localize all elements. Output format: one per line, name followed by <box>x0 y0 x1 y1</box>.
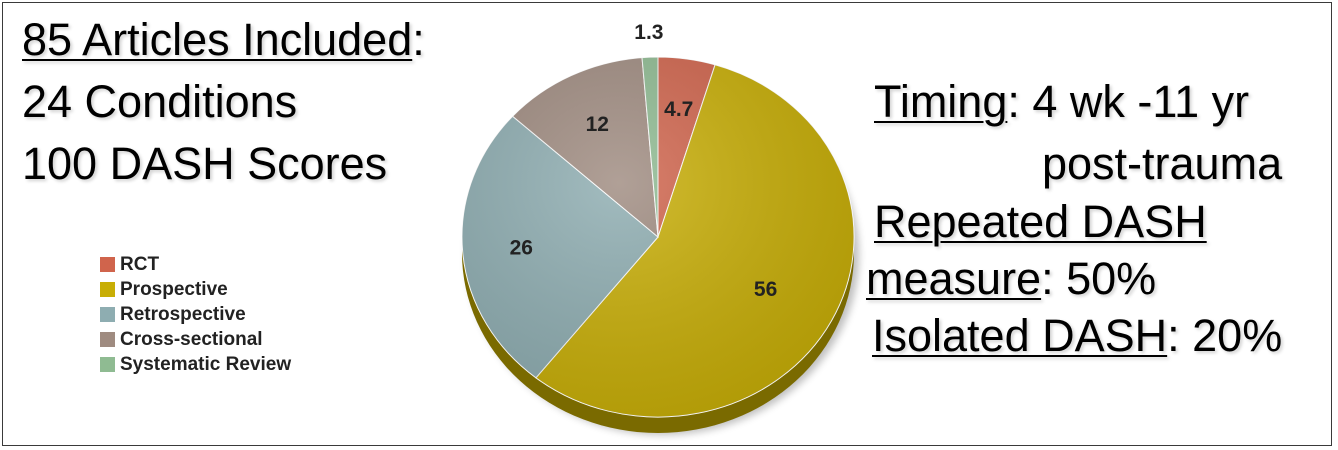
legend-label: RCT <box>120 253 160 275</box>
measure-label: measure <box>866 253 1042 304</box>
timing-value: : 4 wk -11 yr <box>1007 76 1250 127</box>
legend-swatch <box>100 257 115 272</box>
measure-value: : 50% <box>1041 253 1157 304</box>
pie-value-label-systematic-review: 1.3 <box>634 21 663 44</box>
repeated-dash-label: Repeated DASH <box>874 196 1207 247</box>
pie-value-label-retrospective: 26 <box>510 236 533 259</box>
legend-item-prospective: Prospective <box>100 277 291 302</box>
legend-swatch <box>100 332 115 347</box>
legend-item-systematic-review: Systematic Review <box>100 352 291 377</box>
dash-scores-line: 100 DASH Scores <box>22 138 388 189</box>
legend-item-retrospective: Retrospective <box>100 302 291 327</box>
legend-label: Retrospective <box>120 303 246 325</box>
timing-continuation: post-trauma <box>1042 138 1283 189</box>
pie-value-label-prospective: 56 <box>754 278 777 301</box>
isolated-dash-label: Isolated DASH <box>872 310 1168 361</box>
measure-line: measure: 50% <box>866 256 1156 301</box>
legend-swatch <box>100 357 115 372</box>
timing-line: Timing: 4 wk -11 yr <box>874 79 1249 124</box>
pie-value-label-cross-sectional: 12 <box>586 113 609 136</box>
legend-item-cross-sectional: Cross-sectional <box>100 327 291 352</box>
legend-swatch <box>100 307 115 322</box>
legend-swatch <box>100 282 115 297</box>
legend-item-rct: RCT <box>100 252 291 277</box>
pie-value-label-rct: 4.7 <box>664 98 693 121</box>
legend-label: Prospective <box>120 278 228 300</box>
legend-label: Cross-sectional <box>120 328 263 350</box>
conditions-line: 24 Conditions <box>22 76 298 127</box>
chart-legend: RCT Prospective Retrospective Cross-section… <box>100 252 291 377</box>
isolated-dash-line: Isolated DASH: 20% <box>872 313 1282 358</box>
legend-label: Systematic Review <box>120 353 292 375</box>
articles-included-line: 85 Articles Included: <box>22 17 425 62</box>
timing-label: Timing <box>874 76 1008 127</box>
articles-included-colon: : <box>412 14 425 65</box>
articles-included-label: 85 Articles Included <box>22 14 413 65</box>
repeated-dash-line: Repeated DASH <box>874 199 1207 244</box>
isolated-dash-value: : 20% <box>1167 310 1283 361</box>
